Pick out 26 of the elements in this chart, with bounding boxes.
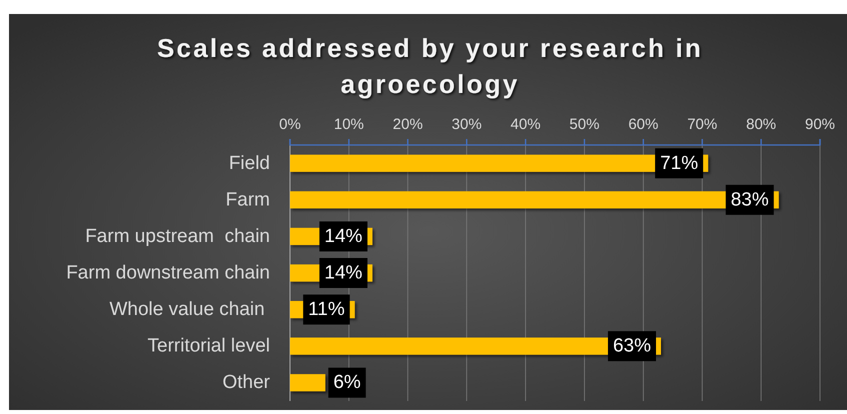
data-label: 6%	[333, 372, 361, 394]
x-tick-label: 10%	[334, 116, 364, 133]
data-label: 63%	[612, 336, 652, 357]
chart-title: Scales addressed by your research in agroecology	[157, 33, 703, 99]
y-tick-label: Whole value chain	[109, 299, 270, 320]
x-tick-label: 50%	[569, 116, 600, 133]
y-tick-label: Field	[228, 152, 270, 174]
x-tick-label: 90%	[804, 116, 836, 133]
data-label: 14%	[324, 226, 363, 247]
data-label: 11%	[308, 299, 345, 320]
x-tick-label: 30%	[452, 116, 482, 133]
x-tick-label: 80%	[746, 116, 776, 133]
y-tick-label: Farm upstream chain	[85, 226, 270, 247]
x-tick-label: 0%	[279, 116, 301, 133]
y-tick-label: Farm	[226, 189, 270, 210]
x-tick-label: 20%	[392, 116, 423, 133]
y-tick-label: Farm downstream chain	[66, 262, 270, 284]
data-label: 14%	[324, 262, 363, 284]
y-tick-label: Other	[222, 372, 271, 394]
data-label: 83%	[730, 189, 769, 210]
data-label: 71%	[660, 152, 698, 174]
x-tick-label: 40%	[510, 116, 541, 133]
bar	[290, 374, 326, 392]
y-tick-label: Territorial level	[148, 336, 270, 357]
x-tick-label: 60%	[628, 116, 658, 133]
x-tick-label: 70%	[687, 116, 718, 133]
